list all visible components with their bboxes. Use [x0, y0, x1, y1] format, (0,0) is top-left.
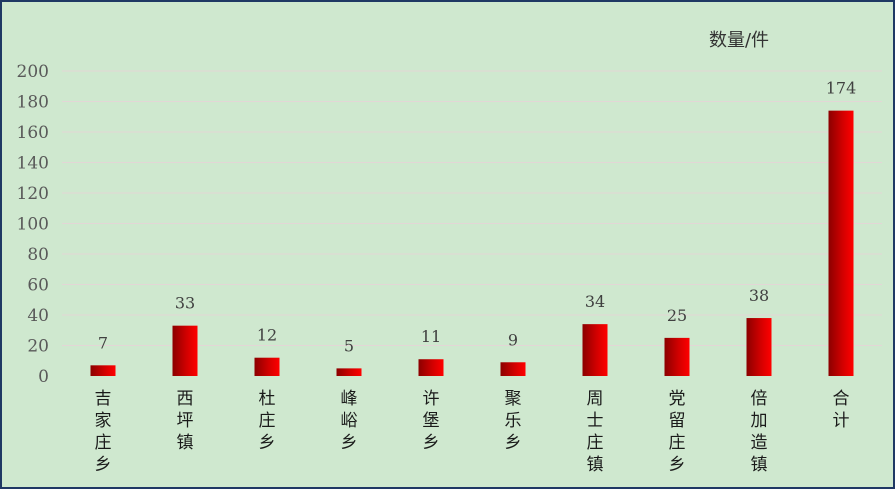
bar	[418, 359, 444, 376]
x-axis: 吉家庄乡 西坪镇 杜庄乡 峰峪乡 许堡乡 聚乐乡 周士庄镇 党留庄乡 倍加造镇 合计	[95, 389, 850, 475]
y-tick-label: 200	[17, 62, 49, 82]
data-label: 38	[749, 286, 769, 305]
data-label: 11	[421, 327, 441, 346]
unit-label: 数量/件	[709, 30, 769, 51]
bar	[582, 324, 608, 376]
x-tick-label: 合计	[833, 389, 850, 431]
bar	[664, 337, 690, 376]
y-axis: 0 20 40 60 80 100 120 140 160 180 200	[17, 62, 49, 387]
x-tick-label: 聚乐乡	[505, 389, 522, 453]
y-tick-label: 40	[27, 306, 49, 326]
x-tick-label: 峰峪乡	[341, 389, 358, 453]
y-tick-label: 160	[17, 123, 49, 143]
gridlines	[62, 70, 882, 346]
data-label: 174	[826, 79, 857, 98]
x-tick-label: 吉家庄乡	[95, 389, 112, 475]
y-tick-label: 0	[38, 367, 49, 387]
data-label: 7	[98, 333, 108, 352]
data-label: 33	[175, 294, 195, 313]
bars	[90, 110, 854, 377]
data-label: 34	[585, 292, 605, 311]
y-tick-label: 80	[27, 245, 49, 265]
y-tick-label: 140	[17, 154, 49, 174]
x-tick-label: 周士庄镇	[587, 389, 604, 475]
data-label: 12	[257, 326, 277, 345]
y-tick-label: 100	[17, 215, 49, 235]
x-tick-label: 西坪镇	[177, 389, 194, 453]
x-tick-label: 党留庄乡	[669, 389, 686, 475]
bar	[746, 318, 772, 376]
data-label: 25	[667, 306, 687, 325]
y-tick-label: 120	[17, 184, 49, 204]
data-label: 9	[508, 330, 518, 349]
y-tick-label: 60	[27, 276, 49, 296]
bar	[254, 357, 280, 376]
bar	[500, 362, 526, 376]
bar	[828, 110, 854, 377]
bar	[90, 365, 116, 376]
data-labels: 7 33 12 5 11 9 34 25 38 174	[98, 79, 856, 356]
x-tick-label: 许堡乡	[423, 389, 440, 453]
y-tick-label: 180	[17, 93, 49, 113]
bar	[336, 368, 362, 376]
x-tick-label: 倍加造镇	[751, 389, 768, 475]
data-label: 5	[344, 336, 354, 355]
x-tick-label: 杜庄乡	[259, 389, 276, 453]
y-tick-label: 20	[27, 337, 49, 357]
bar	[172, 325, 198, 376]
